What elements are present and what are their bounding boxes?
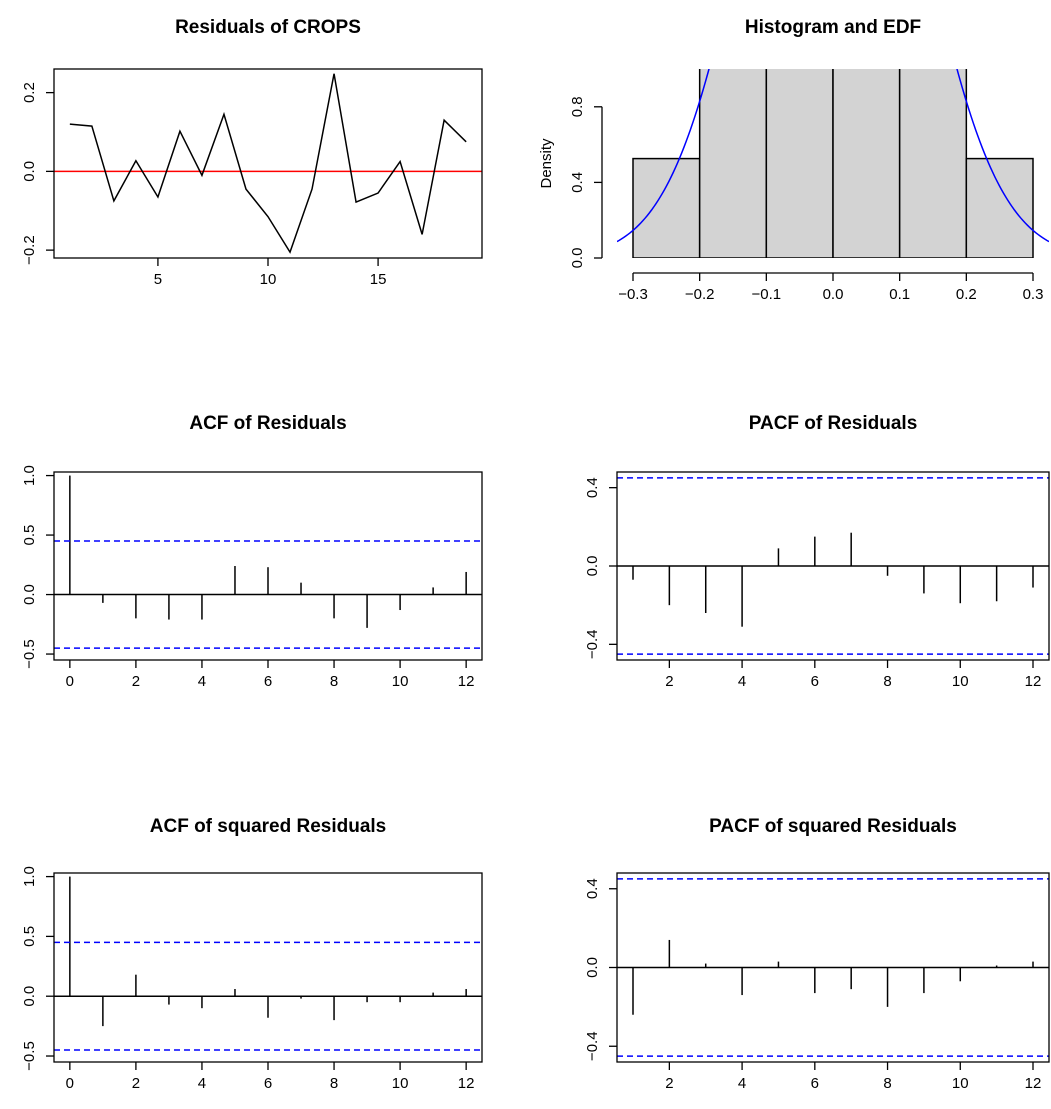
- y-tick-label: 1.0: [21, 465, 38, 486]
- y-tick-label: 0.4: [584, 878, 601, 899]
- x-tick-label: 10: [952, 673, 969, 690]
- residual-series-line: [69, 73, 467, 254]
- y-tick-label: 0.5: [21, 926, 38, 947]
- plot-area: [54, 73, 482, 254]
- histogram-bar: [632, 157, 701, 258]
- histogram-bar: [832, 69, 901, 258]
- x-tick-label: 2: [665, 673, 673, 690]
- y-tick-label: −0.4: [584, 630, 601, 660]
- plot-area: [617, 69, 1049, 258]
- y-tick-label: 0.0: [21, 161, 38, 182]
- chart-title: PACF of Residuals: [749, 413, 918, 434]
- y-tick-label: −0.5: [21, 1041, 38, 1071]
- plot-frame: [53, 68, 483, 259]
- x-tick-label: 8: [883, 1075, 891, 1092]
- x-tick-label: 0.0: [823, 286, 844, 303]
- panel-acf2: ACF of squared Residuals 0 2 4 6 8 10 12 −0.5 0.0…: [21, 816, 483, 1092]
- y-tick-label: 0.5: [21, 525, 38, 546]
- x-tick-label: 2: [132, 1075, 140, 1092]
- x-tick-label: 2: [132, 673, 140, 690]
- x-tick-label: 10: [952, 1075, 969, 1092]
- x-tick-label: −0.2: [685, 286, 715, 303]
- chart-title: ACF of squared Residuals: [150, 816, 387, 837]
- histogram-bar: [765, 69, 834, 258]
- y-tick-label: 0.0: [21, 986, 38, 1007]
- chart-title: Residuals of CROPS: [175, 17, 361, 38]
- x-tick-label: 4: [198, 1075, 206, 1092]
- x-tick-label: 8: [883, 673, 891, 690]
- x-tick-label: 0.3: [1023, 286, 1044, 303]
- x-tick-label: 4: [198, 673, 206, 690]
- x-tick-label: 10: [260, 271, 277, 288]
- y-tick-label: 0.4: [569, 172, 586, 193]
- panel-res: Residuals of CROPS 5 10 15 −0.2 0.0 0.2: [21, 17, 483, 288]
- histogram-bar: [965, 157, 1034, 258]
- panel-hist: Histogram and EDF Density −0.3 −0.2 −0.1 0.0 0…: [538, 17, 1049, 303]
- y-tick-label: −0.4: [584, 1031, 601, 1061]
- y-tick-label: 0.0: [569, 248, 586, 269]
- x-tick-label: 15: [370, 271, 387, 288]
- x-tick-label: 4: [738, 673, 746, 690]
- panel-pacf2: PACF of squared Residuals 2 4 6 8 10 12 −0.4 0.0…: [584, 816, 1050, 1092]
- x-tick-label: 10: [392, 1075, 409, 1092]
- chart-title: Histogram and EDF: [745, 17, 921, 38]
- plot-area: [617, 477, 1049, 655]
- panel-pacf: PACF of Residuals 2 4 6 8 10 12 −0.4 0.0 0.4: [584, 413, 1050, 690]
- plot-area: [54, 876, 482, 1051]
- x-tick-label: 0.2: [956, 286, 977, 303]
- y-tick-label: 0.2: [21, 82, 38, 103]
- y-tick-label: 0.4: [584, 477, 601, 498]
- x-tick-label: 12: [458, 1075, 475, 1092]
- histogram-bar: [698, 69, 768, 258]
- x-tick-label: 0: [66, 673, 74, 690]
- x-tick-label: 0: [66, 1075, 74, 1092]
- plot-area: [54, 475, 482, 649]
- y-tick-label: 0.8: [569, 96, 586, 117]
- density-curve: [617, 69, 1049, 243]
- x-tick-label: 6: [811, 673, 819, 690]
- plot-area: [617, 878, 1049, 1057]
- x-tick-label: 6: [811, 1075, 819, 1092]
- x-tick-label: 4: [738, 1075, 746, 1092]
- x-tick-label: 8: [330, 673, 338, 690]
- x-tick-label: 10: [392, 673, 409, 690]
- x-tick-label: 12: [1025, 1075, 1042, 1092]
- x-tick-label: 2: [665, 1075, 673, 1092]
- plot-frame: [53, 471, 483, 661]
- chart-title: PACF of squared Residuals: [709, 816, 957, 837]
- y-axis-label: Density: [538, 138, 555, 189]
- x-tick-label: 8: [330, 1075, 338, 1092]
- x-tick-label: 6: [264, 1075, 272, 1092]
- y-tick-label: 0.0: [584, 556, 601, 577]
- chart-title: ACF of Residuals: [189, 413, 346, 434]
- y-tick-label: −0.5: [21, 639, 38, 669]
- x-tick-label: 5: [154, 271, 162, 288]
- x-tick-label: 12: [1025, 673, 1042, 690]
- x-tick-label: −0.1: [752, 286, 782, 303]
- y-tick-label: −0.2: [21, 235, 38, 265]
- x-tick-label: 12: [458, 673, 475, 690]
- y-tick-label: 1.0: [21, 866, 38, 887]
- histogram-bar: [898, 69, 968, 258]
- y-tick-label: 0.0: [584, 957, 601, 978]
- x-tick-label: −0.3: [618, 286, 648, 303]
- x-tick-label: 6: [264, 673, 272, 690]
- y-tick-label: 0.0: [21, 584, 38, 605]
- plot-frame: [53, 872, 483, 1063]
- x-tick-label: 0.1: [889, 286, 910, 303]
- panel-acf: ACF of Residuals 0 2 4 6 8 10 12 −0.5 0.0 0.5 1.0: [21, 413, 483, 690]
